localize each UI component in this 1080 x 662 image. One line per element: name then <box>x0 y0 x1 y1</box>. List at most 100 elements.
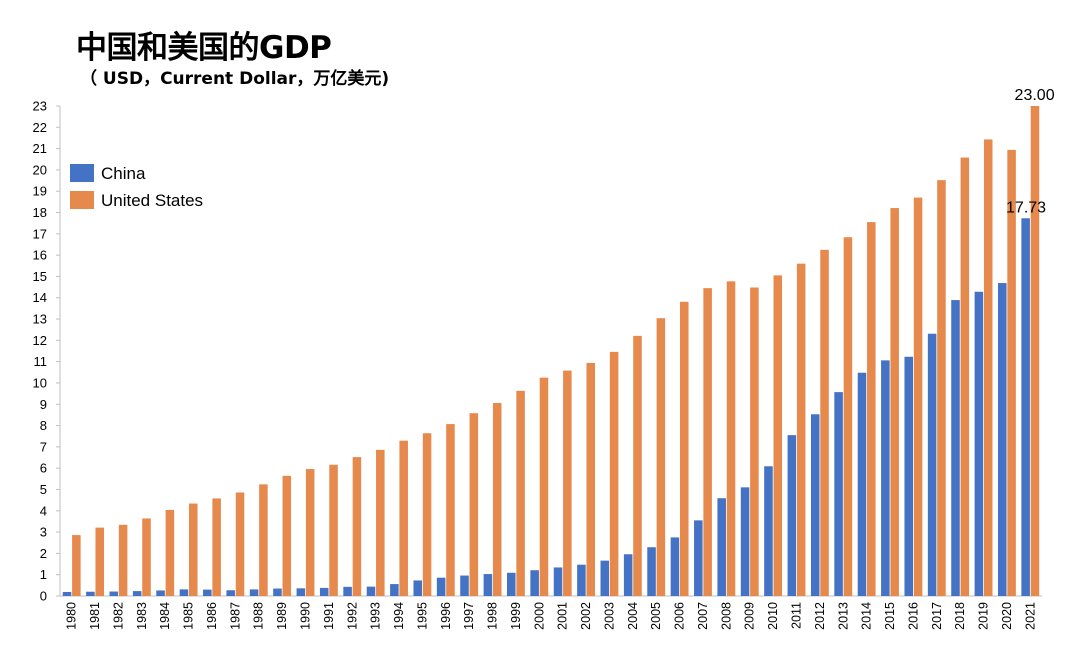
x-tick-label: 1993 <box>369 602 383 630</box>
china-bar <box>927 333 937 596</box>
x-tick-label: 2018 <box>953 602 967 630</box>
x-tick-label: 2004 <box>626 602 640 630</box>
us-bar <box>773 275 783 596</box>
us-bar <box>679 301 689 596</box>
x-tick-label: 1995 <box>415 602 429 630</box>
legend-label: United States <box>101 191 203 210</box>
us-bar <box>563 370 572 596</box>
us-bar <box>937 180 946 596</box>
china-bar <box>600 560 610 596</box>
x-tick-label: 2015 <box>883 602 897 630</box>
x-tick-label: 2002 <box>579 602 593 630</box>
x-tick-label: 1982 <box>111 602 125 630</box>
x-tick-label: 1983 <box>135 602 149 630</box>
y-tick-label: 14 <box>33 290 47 305</box>
us-bar <box>890 208 899 596</box>
us-bar <box>118 524 128 596</box>
x-tick-label: 1999 <box>509 602 523 630</box>
us-bar <box>516 390 525 596</box>
china-bar <box>717 498 726 596</box>
y-tick-label: 3 <box>40 525 47 540</box>
china-bar <box>647 547 656 596</box>
china-bar <box>740 487 750 596</box>
us-bar <box>609 351 619 596</box>
us-bar <box>422 433 432 596</box>
y-tick-label: 20 <box>33 162 47 177</box>
us-bar <box>352 457 362 596</box>
us-bar <box>212 498 221 596</box>
x-tick-label: 1997 <box>462 602 476 630</box>
china-bar <box>249 589 259 596</box>
us-bar <box>913 197 923 596</box>
legend: China United States <box>70 164 203 210</box>
y-tick-label: 4 <box>40 503 47 518</box>
x-tick-label: 2006 <box>673 602 687 630</box>
china-bar <box>553 567 563 596</box>
us-bar <box>72 535 81 596</box>
china-bar <box>273 588 282 596</box>
us-bar <box>843 237 853 596</box>
us-bar <box>259 484 268 596</box>
x-tick-label: 2021 <box>1023 602 1037 630</box>
y-tick-label: 7 <box>40 439 47 454</box>
china-bar <box>857 372 867 596</box>
y-tick-label: 12 <box>33 333 47 348</box>
x-tick-label: 2013 <box>836 602 850 630</box>
us-bar <box>750 287 759 596</box>
y-tick-label: 1 <box>40 567 47 582</box>
china-bar <box>694 520 703 596</box>
china-bar <box>483 574 493 596</box>
us-bar <box>796 263 806 596</box>
china-bar <box>881 360 890 596</box>
china-bar <box>366 586 376 596</box>
china-bar <box>997 283 1007 596</box>
china-bar <box>436 577 446 596</box>
y-tick-label: 0 <box>40 589 47 604</box>
china-bar <box>226 590 235 596</box>
china-bar <box>577 564 586 596</box>
china-bar <box>156 590 165 596</box>
us-bar <box>656 318 666 596</box>
us-bar <box>539 377 549 596</box>
us-bar <box>586 362 596 596</box>
china-bar <box>86 591 95 596</box>
us-bar <box>188 503 198 596</box>
y-tick-label: 10 <box>33 375 47 390</box>
x-tick-label: 2010 <box>766 602 780 630</box>
china-bar <box>132 591 142 596</box>
x-axis: 1980 1981 1982 1983 1984 1985 1986 1987 1988 1989… <box>60 595 1042 630</box>
x-tick-label: 1987 <box>228 602 242 630</box>
china-bar <box>179 589 189 596</box>
us-bar <box>142 518 151 596</box>
x-tick-label: 1992 <box>345 602 359 630</box>
y-tick-label: 17 <box>33 226 47 241</box>
x-tick-label: 1984 <box>158 602 172 630</box>
china-bar <box>460 575 469 596</box>
china-bar <box>951 300 960 596</box>
us-bar <box>446 424 455 596</box>
y-tick-label: 18 <box>33 205 47 220</box>
x-tick-label: 2019 <box>977 602 991 630</box>
x-tick-label: 2020 <box>1000 602 1014 630</box>
y-tick-label: 23 <box>33 99 47 114</box>
x-tick-label: 1998 <box>486 602 500 630</box>
chart-subtitle: （ USD，Current Dollar，万亿美元) <box>80 69 390 89</box>
us-bar <box>1007 149 1016 596</box>
china-bar <box>974 291 984 596</box>
us-bar <box>95 527 105 596</box>
x-tick-label: 1985 <box>182 602 196 630</box>
y-tick-label: 15 <box>33 269 47 284</box>
us-bar <box>633 335 642 596</box>
us-bar <box>867 222 876 596</box>
x-tick-label: 2012 <box>813 602 827 630</box>
us-bar <box>376 449 385 596</box>
china-bar <box>623 554 633 596</box>
china-value-label: 17.73 <box>1006 199 1046 216</box>
china-bar <box>506 572 516 596</box>
y-tick-label: 22 <box>33 120 47 135</box>
china-bar <box>904 356 914 596</box>
china-bar <box>203 589 212 596</box>
x-tick-label: 2007 <box>696 602 710 630</box>
china-bar <box>1021 218 1030 596</box>
